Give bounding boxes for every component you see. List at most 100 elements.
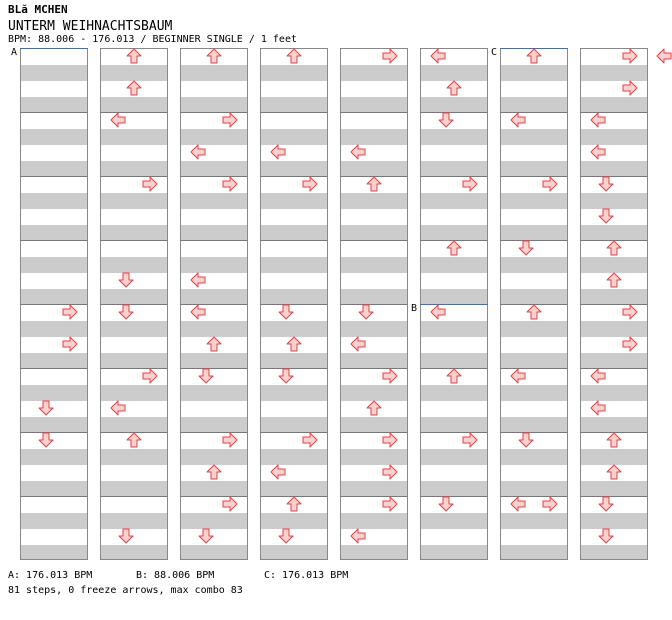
- beat-band: [341, 417, 407, 433]
- beat-band: [21, 385, 87, 401]
- beat-band: [501, 385, 567, 401]
- measure-line: [101, 112, 167, 113]
- measure-line: [21, 304, 87, 305]
- measure-line: [21, 112, 87, 113]
- arrow-down-icon: [38, 432, 54, 448]
- beat-band: [261, 97, 327, 113]
- beat-band: [101, 449, 167, 465]
- measure-line: [421, 496, 487, 497]
- arrow-left-icon: [190, 272, 206, 288]
- beat-band: [421, 129, 487, 145]
- measure-line: [261, 368, 327, 369]
- beat-band: [181, 481, 247, 497]
- beat-band: [341, 481, 407, 497]
- beat-band: [181, 129, 247, 145]
- arrow-up-icon: [526, 48, 542, 64]
- beat-band: [101, 225, 167, 241]
- beat-band: [21, 545, 87, 559]
- arrow-left-icon: [350, 144, 366, 160]
- measure-line: [501, 368, 567, 369]
- arrow-down-icon: [598, 528, 614, 544]
- beat-band: [261, 193, 327, 209]
- beat-band: [181, 225, 247, 241]
- beat-band: [181, 257, 247, 273]
- bpm-legend-c: C: 176.013 BPM: [264, 570, 349, 581]
- arrow-down-icon: [278, 368, 294, 384]
- arrow-down-icon: [358, 304, 374, 320]
- beat-band: [101, 193, 167, 209]
- measure-line: [341, 432, 407, 433]
- beat-band: [581, 161, 647, 177]
- segment-line: [420, 304, 488, 305]
- beat-band: [341, 225, 407, 241]
- arrow-left-icon: [190, 304, 206, 320]
- arrow-right-icon: [382, 432, 398, 448]
- beat-band: [101, 513, 167, 529]
- arrow-up-icon: [606, 240, 622, 256]
- beat-band: [501, 65, 567, 81]
- beat-band: [181, 513, 247, 529]
- beat-band: [21, 513, 87, 529]
- beat-band: [21, 225, 87, 241]
- beat-band: [581, 481, 647, 497]
- measure-line: [101, 304, 167, 305]
- measure-line: [261, 176, 327, 177]
- beat-band: [581, 65, 647, 81]
- beat-band: [341, 321, 407, 337]
- measure-line: [341, 368, 407, 369]
- beat-band: [21, 449, 87, 465]
- arrow-left-icon: [110, 112, 126, 128]
- beat-band: [181, 97, 247, 113]
- beat-band: [181, 545, 247, 559]
- arrow-down-icon: [598, 208, 614, 224]
- arrow-right-icon: [62, 304, 78, 320]
- beat-band: [181, 417, 247, 433]
- beat-band: [101, 289, 167, 305]
- beat-band: [261, 65, 327, 81]
- arrow-up-icon: [206, 336, 222, 352]
- arrow-right-icon: [62, 336, 78, 352]
- chart-column: [580, 48, 648, 560]
- beat-band: [261, 225, 327, 241]
- arrow-left-icon: [350, 528, 366, 544]
- beat-band: [501, 257, 567, 273]
- measure-line: [261, 304, 327, 305]
- arrow-left-icon: [430, 48, 446, 64]
- beat-band: [421, 353, 487, 369]
- beat-band: [21, 161, 87, 177]
- arrow-down-icon: [438, 112, 454, 128]
- arrow-left-icon: [350, 336, 366, 352]
- beat-band: [21, 481, 87, 497]
- arrow-up-icon: [206, 48, 222, 64]
- arrow-right-icon: [222, 112, 238, 128]
- arrow-down-icon: [438, 496, 454, 512]
- arrow-left-icon: [590, 368, 606, 384]
- beat-band: [341, 161, 407, 177]
- arrow-up-icon: [206, 464, 222, 480]
- arrow-up-icon: [526, 304, 542, 320]
- beat-band: [581, 97, 647, 113]
- arrow-left-icon: [110, 400, 126, 416]
- measure-line: [21, 496, 87, 497]
- chart-column: [500, 48, 568, 560]
- arrow-down-icon: [518, 240, 534, 256]
- chart-column: [260, 48, 328, 560]
- beat-band: [101, 417, 167, 433]
- arrow-down-icon: [278, 304, 294, 320]
- beat-band: [21, 129, 87, 145]
- arrow-down-icon: [118, 272, 134, 288]
- beat-band: [261, 161, 327, 177]
- beat-band: [261, 385, 327, 401]
- beat-band: [181, 449, 247, 465]
- beat-band: [421, 449, 487, 465]
- beat-band: [341, 257, 407, 273]
- arrow-left-icon: [270, 144, 286, 160]
- beat-band: [501, 161, 567, 177]
- beat-band: [181, 289, 247, 305]
- beat-band: [181, 321, 247, 337]
- beat-band: [181, 385, 247, 401]
- measure-line: [181, 304, 247, 305]
- arrow-down-icon: [198, 528, 214, 544]
- measure-line: [181, 368, 247, 369]
